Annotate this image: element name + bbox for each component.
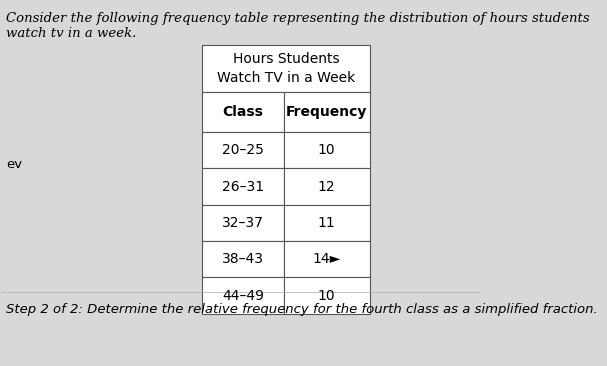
FancyBboxPatch shape xyxy=(202,277,283,314)
Text: 14►: 14► xyxy=(313,252,341,266)
Text: Step 2 of 2: Determine the relative frequency for the fourth class as a simplifi: Step 2 of 2: Determine the relative freq… xyxy=(6,303,598,316)
Text: Class: Class xyxy=(222,105,263,119)
Text: Frequency: Frequency xyxy=(286,105,367,119)
Text: 10: 10 xyxy=(317,289,336,303)
Text: 11: 11 xyxy=(317,216,336,230)
Text: 44–49: 44–49 xyxy=(222,289,264,303)
FancyBboxPatch shape xyxy=(202,45,370,92)
FancyBboxPatch shape xyxy=(202,92,283,132)
FancyBboxPatch shape xyxy=(283,205,370,241)
FancyBboxPatch shape xyxy=(202,168,283,205)
Text: 38–43: 38–43 xyxy=(222,252,264,266)
Text: 10: 10 xyxy=(317,143,336,157)
Text: 20–25: 20–25 xyxy=(222,143,264,157)
Text: Consider the following frequency table representing the distribution of hours st: Consider the following frequency table r… xyxy=(6,12,590,40)
FancyBboxPatch shape xyxy=(202,205,283,241)
Text: 32–37: 32–37 xyxy=(222,216,264,230)
Text: Hours Students
Watch TV in a Week: Hours Students Watch TV in a Week xyxy=(217,52,355,85)
FancyBboxPatch shape xyxy=(202,241,283,277)
FancyBboxPatch shape xyxy=(283,168,370,205)
FancyBboxPatch shape xyxy=(283,132,370,168)
FancyBboxPatch shape xyxy=(202,132,283,168)
Text: ev: ev xyxy=(6,158,22,171)
Text: 26–31: 26–31 xyxy=(222,180,264,194)
FancyBboxPatch shape xyxy=(283,277,370,314)
FancyBboxPatch shape xyxy=(283,241,370,277)
FancyBboxPatch shape xyxy=(283,92,370,132)
Text: 12: 12 xyxy=(317,180,336,194)
